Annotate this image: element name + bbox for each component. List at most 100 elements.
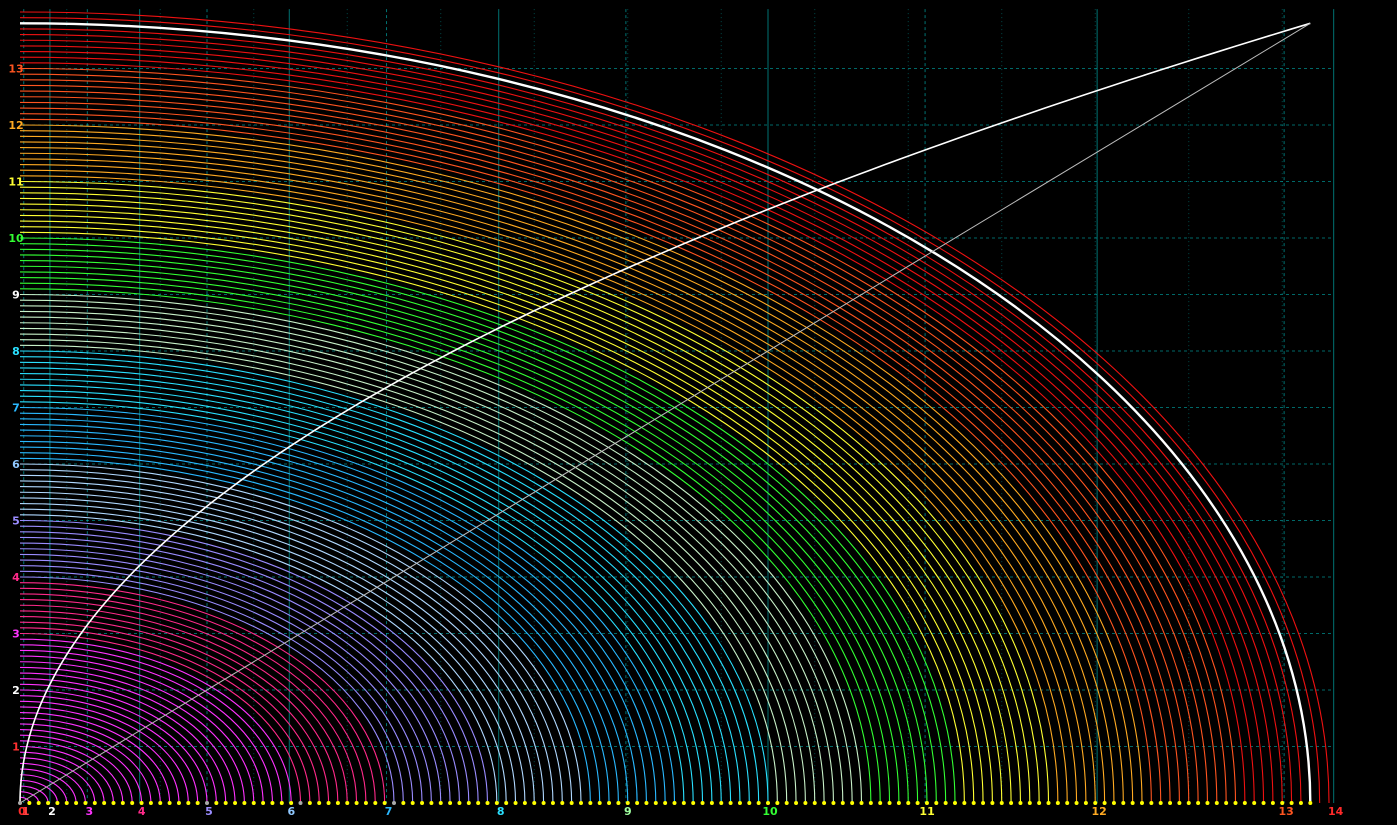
axis-dot (1093, 801, 1098, 805)
axis-dot (878, 801, 883, 805)
axis-dot (943, 801, 948, 805)
axis-dot (999, 801, 1004, 805)
axis-dot (616, 801, 621, 805)
axis-dot (354, 801, 359, 805)
axis-dot (1018, 801, 1023, 805)
axis-dot (373, 801, 378, 805)
y-tick-label: 13 (8, 63, 23, 76)
axis-dot (653, 801, 658, 805)
diagonal-line (19, 22, 1311, 804)
x-tick-label: 7 (385, 805, 393, 818)
axis-dot (410, 801, 415, 805)
axis-dot (887, 801, 892, 805)
axis-dot (158, 801, 163, 805)
axis-dot (335, 801, 340, 805)
y-tick-label: 1 (12, 741, 20, 754)
axis-dot (1261, 801, 1266, 805)
axis-dot (326, 801, 331, 805)
axis-dot (635, 801, 640, 805)
x-tick-label: 5 (205, 805, 213, 818)
axis-dot (120, 801, 125, 805)
y-tick-label: 6 (12, 458, 20, 471)
axis-dot (681, 801, 686, 805)
y-tick-label: 3 (12, 628, 20, 641)
axis-dot (1168, 801, 1173, 805)
y-tick-label: 9 (12, 289, 20, 302)
axis-dot (953, 801, 957, 805)
axis-dot (822, 801, 827, 805)
axis-dot (1298, 801, 1303, 805)
axis-dot (176, 801, 181, 805)
axis-dot (896, 801, 901, 805)
x-tick-label: 6 (287, 805, 295, 818)
axis-dot (1009, 801, 1014, 805)
x-tick-label: 10 (762, 805, 778, 818)
axis-dot (784, 801, 789, 805)
axis-dot (924, 801, 929, 805)
axis-dot (990, 801, 995, 805)
axis-dot (756, 801, 761, 805)
x-tick-label: 8 (497, 805, 505, 818)
axis-dot (345, 801, 350, 805)
axis-dot (261, 801, 266, 805)
axis-dot (588, 801, 593, 805)
axis-dot (205, 801, 209, 805)
axis-dot (36, 801, 41, 805)
axis-dot (1140, 801, 1144, 805)
axis-dot (868, 801, 873, 805)
y-tick-label: 11 (8, 176, 23, 189)
axis-dot (167, 801, 172, 805)
axis-dot (317, 801, 322, 805)
x-tick-label: 1 (22, 805, 30, 818)
axis-dot (102, 801, 107, 805)
axis-dot (569, 801, 574, 805)
axis-dot (1158, 801, 1163, 805)
axis-dot (981, 801, 986, 805)
x-tick-label: 2 (48, 805, 56, 818)
axis-dot (1149, 801, 1154, 805)
axis-dot (644, 801, 649, 805)
axis-dot (1111, 801, 1116, 805)
axis-dot (1083, 801, 1088, 805)
axis-dot (1055, 801, 1060, 805)
axis-dot (766, 801, 770, 805)
axis-dot (279, 801, 284, 805)
curves (19, 22, 1312, 804)
axis-dot (1037, 801, 1042, 805)
axis-dot (18, 801, 22, 805)
axis-dot (1289, 801, 1294, 805)
axis-dot (625, 801, 630, 805)
x-tick-label: 13 (1278, 805, 1293, 818)
axis-dot (1102, 801, 1107, 805)
axis-dot (962, 801, 967, 805)
axis-dot (195, 801, 200, 805)
axis-dot (55, 801, 60, 805)
axis-dot (1205, 801, 1210, 805)
y-tick-label: 5 (12, 515, 20, 528)
axis-dot (251, 801, 256, 805)
axis-dot (532, 801, 537, 805)
axis-dot (812, 801, 817, 805)
x-tick-label: 4 (138, 805, 146, 818)
x-tick-label: 12 (1091, 805, 1106, 818)
axis-dot (840, 801, 845, 805)
axis-dot (485, 801, 490, 805)
y-tick-label: 12 (8, 119, 23, 132)
axis-dot (27, 801, 32, 805)
axis-dot (550, 801, 555, 805)
axis-dot (64, 801, 69, 805)
axis-dot (1027, 801, 1032, 805)
axis-dot (429, 801, 434, 805)
axis-dot (906, 801, 911, 805)
axis-dot (289, 801, 294, 805)
axis-dot (1214, 801, 1219, 805)
x-tick-label: 0 (18, 805, 26, 818)
axis-dot (775, 801, 780, 805)
axis-dot (522, 801, 527, 805)
axis-dot (363, 801, 368, 805)
y-tick-label: 8 (12, 345, 20, 358)
axis-dot (270, 801, 275, 805)
axis-dot (1130, 801, 1135, 805)
axis-dot (401, 801, 406, 805)
